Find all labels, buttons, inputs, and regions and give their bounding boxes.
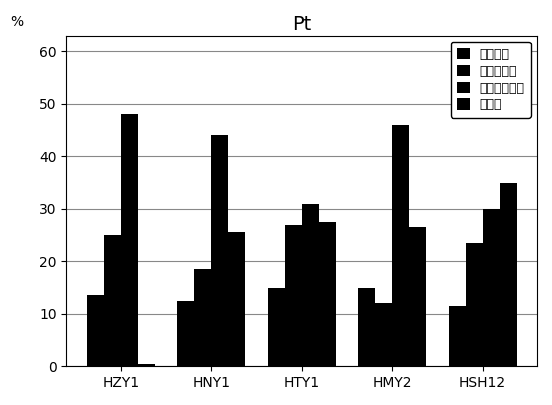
- Bar: [409, 227, 426, 366]
- Text: %: %: [10, 15, 23, 29]
- Bar: [211, 135, 228, 366]
- Bar: [301, 204, 319, 366]
- Bar: [392, 125, 409, 366]
- Title: Pt: Pt: [292, 15, 311, 34]
- Bar: [87, 295, 104, 366]
- Bar: [228, 232, 245, 366]
- Bar: [319, 222, 336, 366]
- Bar: [138, 364, 155, 366]
- Bar: [449, 306, 465, 366]
- Bar: [194, 269, 211, 366]
- Bar: [177, 301, 194, 366]
- Legend: 可交换相, 有机结合相, 硫化物结合相, 残渣相: 可交换相, 有机结合相, 硫化物结合相, 残渣相: [451, 42, 531, 117]
- Bar: [500, 183, 517, 366]
- Bar: [375, 303, 392, 366]
- Bar: [104, 235, 121, 366]
- Bar: [268, 288, 285, 366]
- Bar: [121, 114, 138, 366]
- Bar: [358, 288, 375, 366]
- Bar: [285, 224, 301, 366]
- Bar: [465, 243, 482, 366]
- Bar: [482, 209, 500, 366]
